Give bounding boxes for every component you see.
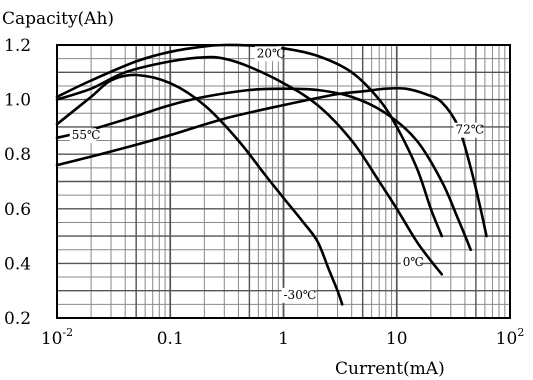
series-line [55, 73, 344, 306]
series-label-bg [400, 255, 420, 271]
series-line [55, 87, 472, 252]
series-label-bg [281, 287, 316, 303]
x-tick-label: 102 [496, 326, 525, 349]
series-line [55, 43, 444, 238]
y-tick-label: 0.6 [4, 200, 31, 220]
series-layer [55, 43, 488, 306]
series-label: 20℃ [257, 46, 286, 60]
x-tick-label: 1 [278, 329, 289, 349]
labels-layer: 0.2 0.4 0.6 0.8 1.0 1.2 10-2 0.1 1 10 102 20℃ 0℃ -30℃… [4, 36, 524, 349]
y-tick-label: 0.8 [4, 145, 31, 165]
series-line [55, 86, 488, 238]
x-tick-label: 10-2 [41, 326, 73, 349]
series-label-bg [69, 128, 97, 144]
x-tick-label: 0.1 [157, 329, 184, 349]
series-label: 72℃ [455, 123, 484, 137]
y-tick-label: 0.4 [4, 254, 31, 274]
y-tick-label: 1.0 [4, 91, 31, 111]
series-label: 55℃ [72, 128, 101, 142]
y-tick-label: 0.2 [4, 309, 31, 329]
x-tick-label: 10 [386, 329, 408, 349]
y-axis-title: Capacity(Ah) [2, 9, 114, 29]
x-axis-title: Current(mA) [335, 359, 445, 379]
series-label-bg [453, 122, 480, 138]
series-line [55, 55, 444, 276]
series-label-bg [254, 46, 282, 62]
y-tick-label: 1.2 [4, 36, 31, 56]
series-label: 0℃ [403, 255, 424, 269]
series-label: -30℃ [284, 288, 317, 302]
plot-frame [56, 44, 511, 319]
